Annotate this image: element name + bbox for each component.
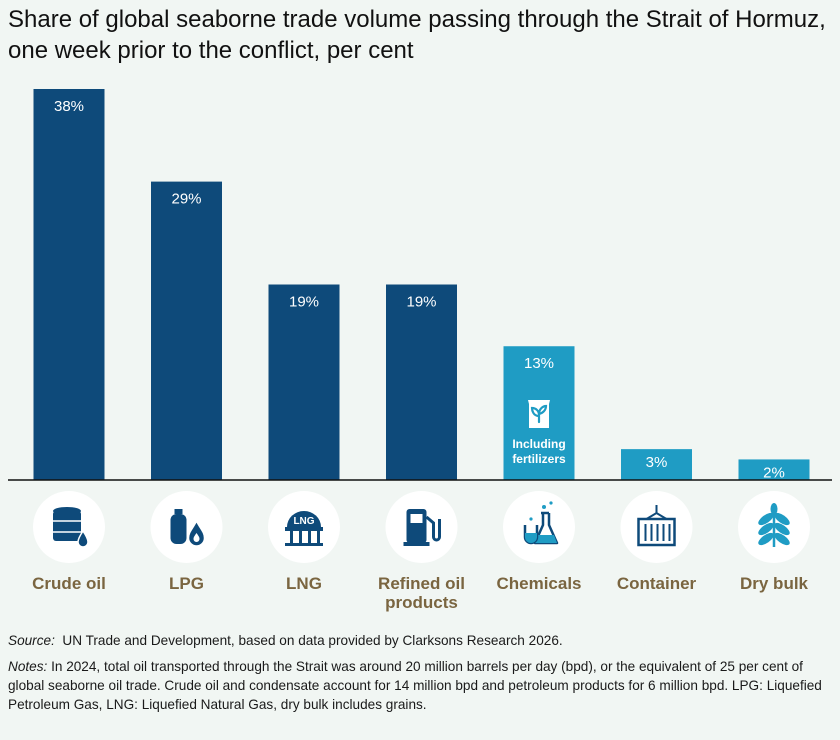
lng-tank-icon: LNG bbox=[285, 511, 323, 546]
notes-note: Notes: In 2024, total oil transported th… bbox=[8, 657, 834, 714]
value-label: 38% bbox=[54, 98, 84, 115]
category-label: Dry bulk bbox=[740, 574, 809, 593]
value-label: 13% bbox=[524, 355, 554, 372]
fertilizer-bag-icon bbox=[528, 400, 550, 428]
source-text: UN Trade and Development, based on data … bbox=[62, 633, 563, 648]
oil-barrel-icon bbox=[53, 507, 89, 548]
category-label: Chemicals bbox=[496, 574, 581, 593]
container-icon bbox=[637, 505, 676, 547]
notes-text: In 2024, total oil transported through t… bbox=[8, 659, 822, 712]
chart-title: Share of global seaborne trade volume pa… bbox=[8, 6, 826, 64]
category-label: Container bbox=[617, 574, 697, 593]
gas-cylinder-icon bbox=[170, 509, 206, 547]
chart-footer: Source: UN Trade and Development, based … bbox=[8, 631, 834, 721]
bar-crude-oil bbox=[33, 89, 105, 480]
value-label: 19% bbox=[289, 294, 319, 311]
annotation-label: fertilizers bbox=[512, 452, 566, 466]
bar-lng bbox=[268, 284, 340, 480]
bar-refined-oil-products bbox=[386, 284, 457, 480]
category-label: Crude oil bbox=[32, 574, 106, 593]
category-label: LNG bbox=[286, 574, 322, 593]
bar-lpg bbox=[151, 181, 222, 480]
source-label: Source: bbox=[8, 633, 55, 648]
leaf-shape bbox=[530, 404, 548, 424]
icon-circle bbox=[503, 491, 575, 563]
value-label: 29% bbox=[171, 191, 201, 208]
bar-dry-bulk bbox=[738, 459, 810, 480]
fuel-pump-icon bbox=[403, 509, 441, 546]
bar-container bbox=[621, 449, 692, 480]
flask-icon bbox=[523, 501, 559, 545]
annotation-label: Including bbox=[512, 437, 565, 451]
category-label: LPG bbox=[169, 574, 204, 593]
value-label: 3% bbox=[646, 454, 668, 471]
source-note: Source: UN Trade and Development, based … bbox=[8, 631, 834, 650]
value-label: 19% bbox=[406, 294, 436, 311]
wheat-icon bbox=[758, 503, 790, 547]
lng-icon-text: LNG bbox=[293, 516, 314, 527]
notes-label: Notes: bbox=[8, 659, 48, 674]
category-label: products bbox=[385, 593, 458, 612]
category-label: Refined oil bbox=[378, 574, 465, 593]
bars: 38% 29% 19% 19% 13% 3% 2% bbox=[33, 89, 810, 481]
value-label: 2% bbox=[763, 464, 785, 481]
